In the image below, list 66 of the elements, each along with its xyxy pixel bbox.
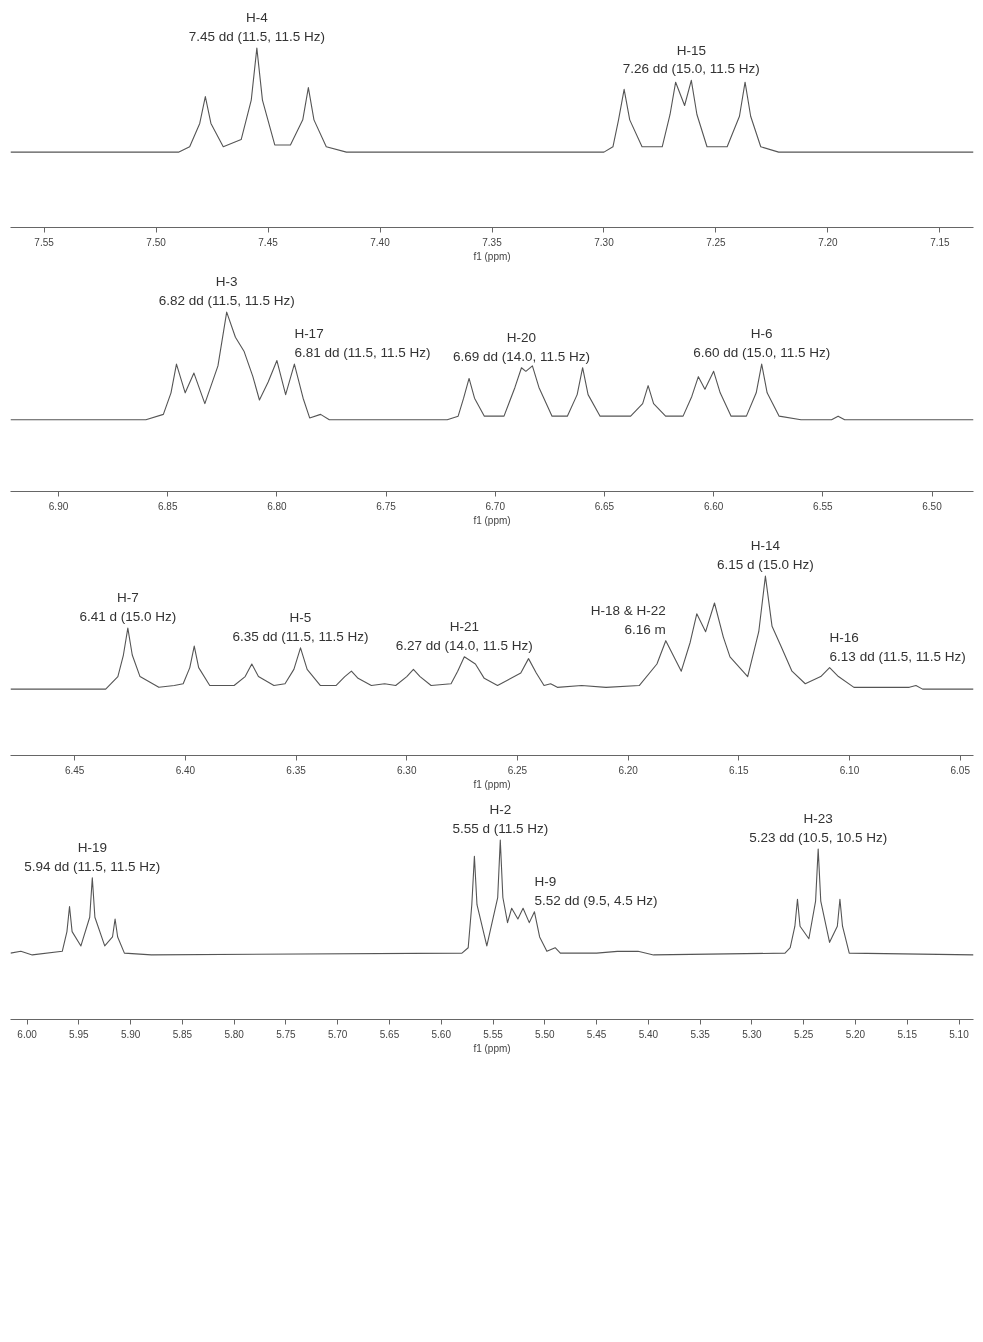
annotation: H-15 7.26 dd (15.0, 11.5 Hz) [622,42,760,77]
x-tick-label: 5.75 [276,1028,297,1040]
x-tick-label: 7.45 [258,236,279,248]
x-tick-label: 6.10 [839,764,860,776]
x-tick-label: 6.65 [594,500,615,512]
x-axis-title: f1 (ppm) [473,514,511,526]
x-tick-label: 5.60 [431,1028,452,1040]
x-tick-label: 5.40 [638,1028,659,1040]
x-tick-label: 6.45 [64,764,85,776]
x-tick-label: 5.55 [483,1028,504,1040]
annotation: H-5 6.35 dd (11.5, 11.5 Hz) [232,610,369,644]
annotation: H-6 6.60 dd (15.0, 11.5 Hz) [693,326,831,361]
x-tick-label: 6.55 [813,500,833,512]
x-tick-label: 6.20 [618,764,639,776]
annotation: H-19 5.94 dd (11.5, 11.5 Hz) [24,840,161,874]
x-tick-label: 5.80 [224,1028,245,1040]
x-tick-label: 7.25 [706,236,727,248]
x-tick-label: 6.00 [17,1028,38,1040]
annotation: H-2 5.55 d (11.5 Hz) [452,802,549,837]
x-tick-label: 6.05 [950,764,971,776]
x-tick-label: 5.20 [845,1028,866,1040]
annotation: H-3 6.82 dd (11.5, 11.5 Hz) [158,274,295,309]
x-tick-label: 5.95 [69,1028,90,1040]
x-tick-label: 6.70 [485,500,506,512]
x-tick-label: 6.85 [157,500,178,512]
x-tick-label: 6.75 [376,500,397,512]
x-tick-label: 7.40 [370,236,391,248]
x-tick-label: 6.50 [922,500,943,512]
x-tick-label: 5.30 [742,1028,763,1040]
x-tick-label: 5.10 [949,1028,970,1040]
x-tick-label: 7.15 [930,236,951,248]
x-tick-label: 6.15 [729,764,750,776]
x-axis-title: f1 (ppm) [473,250,511,262]
x-tick-label: 6.60 [703,500,724,512]
x-tick-label: 5.90 [120,1028,141,1040]
x-tick-label: 6.35 [286,764,307,776]
annotation: H-16 6.13 dd (11.5, 11.5 Hz) [829,629,966,664]
x-tick-label: 6.90 [48,500,69,512]
annotation: H-20 6.69 dd (14.0, 11.5 Hz) [452,329,591,364]
x-tick-label: 6.40 [175,764,196,776]
x-tick-label: 7.35 [482,236,503,248]
x-tick-label: 5.25 [793,1028,814,1040]
x-tick-label: 7.55 [34,236,55,248]
annotation: H-23 5.23 dd (10.5, 10.5 Hz) [749,811,888,846]
x-tick-label: 6.25 [507,764,528,776]
x-tick-label: 7.50 [146,236,167,248]
x-tick-label: 7.30 [594,236,615,248]
x-tick-label: 6.30 [397,764,417,776]
annotation: H-18 & H-22 6.16 m [590,602,666,637]
x-tick-label: 5.70 [327,1028,348,1040]
annotation: H-4 7.45 dd (11.5, 11.5 Hz) [188,10,325,45]
x-axis-title: f1 (ppm) [473,1042,511,1054]
x-tick-label: 5.85 [172,1028,193,1040]
x-tick-label: 5.15 [897,1028,918,1040]
x-tick-label: 5.65 [379,1028,400,1040]
x-tick-label: 5.45 [586,1028,607,1040]
annotation: H-9 5.52 dd (9.5, 4.5 Hz) [534,874,658,908]
annotation: H-14 6.15 d (15.0 Hz) [717,538,814,573]
x-axis-title: f1 (ppm) [473,778,511,790]
x-tick-label: 5.50 [535,1028,555,1040]
x-tick-label: 6.80 [267,500,288,512]
annotation: H-21 6.27 dd (14.0, 11.5 Hz) [395,619,533,653]
annotation: H-7 6.41 d (15.0 Hz) [79,590,177,625]
annotation: H-17 6.81 dd (11.5, 11.5 Hz) [294,326,431,361]
x-tick-label: 7.20 [818,236,839,248]
x-tick-label: 5.35 [690,1028,711,1040]
